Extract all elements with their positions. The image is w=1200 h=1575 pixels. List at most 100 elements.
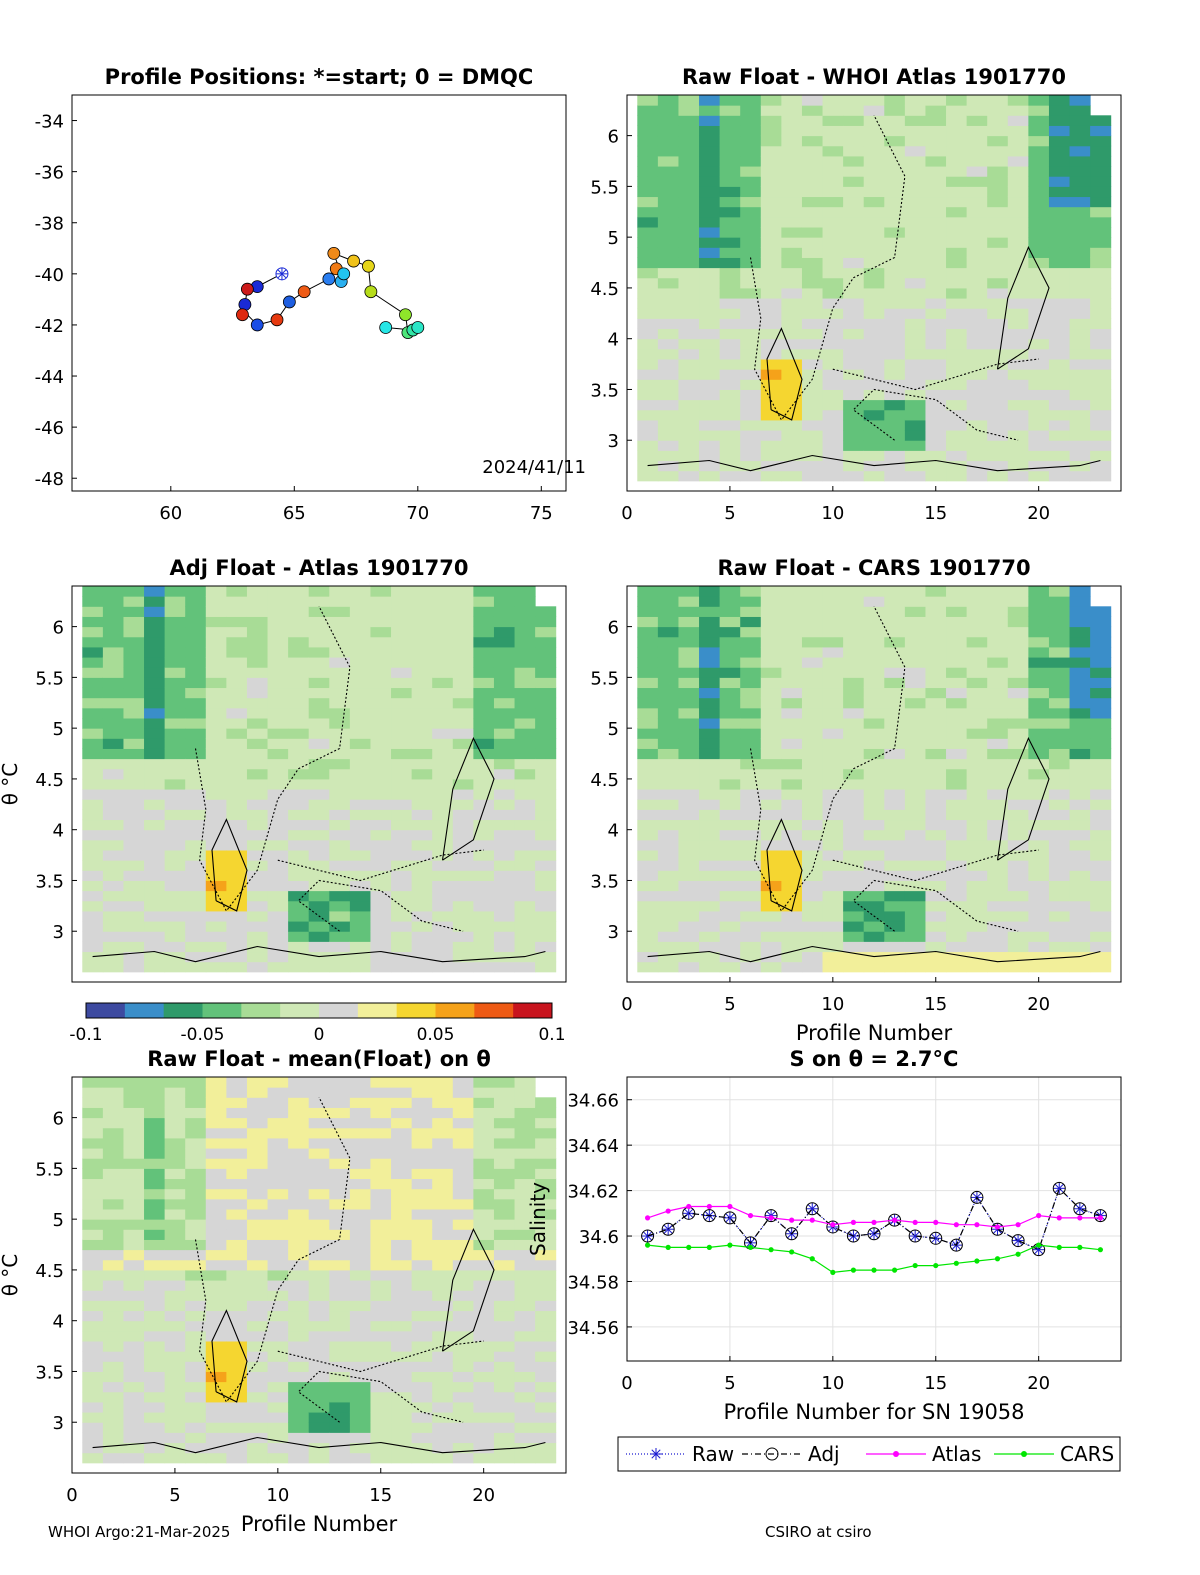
mean-cell — [205, 1209, 227, 1220]
adj-cell — [308, 961, 330, 973]
tr-cell — [822, 359, 844, 370]
mean-cell — [370, 1371, 392, 1383]
cars-cell — [1048, 829, 1071, 841]
cars-cell — [822, 961, 844, 973]
mean-cell — [246, 1198, 269, 1210]
mean-cell — [144, 1280, 166, 1291]
mean-cell — [432, 1239, 454, 1251]
cars-cell — [904, 636, 926, 648]
mean-cell — [349, 1401, 371, 1413]
cars-cell — [740, 616, 762, 628]
tr-cell — [801, 318, 824, 330]
adj-cell — [288, 667, 310, 678]
adj-cell — [102, 768, 124, 780]
mean-cell — [452, 1097, 474, 1108]
cars-cell — [678, 718, 700, 729]
tr-cell — [1048, 379, 1071, 390]
mean-cell — [267, 1087, 289, 1098]
tr-cell — [1069, 450, 1091, 462]
tr-cell — [740, 298, 762, 309]
adj-cell — [185, 921, 207, 932]
tr-cell — [966, 440, 988, 451]
mean-cell — [185, 1077, 207, 1088]
cars-cell — [946, 880, 968, 892]
mean-cell — [164, 1249, 186, 1261]
mean-cell — [370, 1117, 392, 1129]
cars-ytick-label: 5 — [608, 719, 619, 740]
mean-xtick-label: 10 — [266, 1485, 289, 1506]
tr-cell — [1028, 196, 1050, 208]
cars-cell — [760, 890, 782, 902]
adj-cell — [267, 586, 289, 597]
adj-cell — [432, 941, 454, 953]
cars-cell — [925, 738, 947, 749]
adj-cell — [102, 809, 124, 821]
tr-cell — [863, 277, 885, 289]
adj-cell — [267, 738, 289, 749]
sal-point-adj — [991, 1222, 1004, 1236]
mean-cell — [226, 1219, 248, 1230]
tr-cell — [1048, 95, 1071, 106]
tr-cell — [740, 257, 762, 269]
mean-cell — [493, 1087, 516, 1098]
adj-cell — [123, 921, 145, 932]
adj-cell — [370, 677, 392, 689]
adj-cell — [82, 931, 104, 942]
cars-cell — [884, 677, 906, 689]
mean-cell — [349, 1381, 371, 1393]
tr-cell — [699, 267, 721, 279]
tr-cell — [925, 135, 947, 147]
adj-cell — [246, 657, 269, 668]
adj-cell — [288, 809, 310, 821]
cars-cell — [966, 606, 988, 617]
adj-cell — [308, 697, 330, 709]
mean-cell — [473, 1107, 495, 1119]
cars-cell — [1090, 697, 1112, 709]
adj-cell — [246, 961, 269, 973]
adj-cell — [205, 606, 227, 617]
cars-cell — [678, 626, 700, 638]
cars-cell — [1028, 789, 1050, 800]
adj-cell — [185, 586, 207, 597]
cars-cell — [657, 657, 679, 668]
tr-cell — [740, 277, 762, 289]
adj-cell — [226, 860, 248, 871]
mean-cell — [205, 1300, 227, 1312]
mean-cell — [246, 1300, 269, 1312]
mean-cell — [164, 1209, 186, 1220]
mean-cell — [82, 1432, 104, 1444]
tr-cell — [678, 328, 700, 340]
adj-cell — [452, 860, 474, 871]
cars-cell — [1069, 728, 1091, 739]
mean-cell — [102, 1280, 124, 1291]
mean-cell — [82, 1300, 104, 1312]
cars-cell — [781, 687, 803, 699]
cars-cell — [946, 768, 968, 780]
tr-cell — [966, 196, 988, 208]
cars-cell — [863, 890, 885, 902]
cars-cell — [822, 799, 844, 810]
cars-cell — [1069, 839, 1091, 851]
tr-cell — [904, 369, 926, 380]
colorbar-segment — [280, 1003, 320, 1018]
tr-cell — [699, 440, 721, 451]
adj-cell — [144, 707, 166, 719]
pos-profile-point — [297, 285, 311, 299]
cars-cell — [904, 961, 926, 973]
tr-contour — [996, 245, 1050, 370]
cars-cell — [801, 748, 824, 760]
cars-ytick-label: 3 — [608, 922, 619, 943]
cars-cell — [884, 718, 906, 729]
tr-cell — [740, 267, 762, 279]
mean-cell — [473, 1178, 495, 1190]
tr-cell — [760, 308, 782, 319]
adj-cell — [205, 870, 227, 881]
adj-cell — [535, 728, 557, 739]
tr-cell — [843, 196, 865, 208]
tr-cell — [843, 267, 865, 279]
mean-cell — [370, 1280, 392, 1291]
tr-cell — [863, 247, 885, 258]
adj-cell — [432, 657, 454, 668]
mean-cell — [246, 1391, 269, 1403]
